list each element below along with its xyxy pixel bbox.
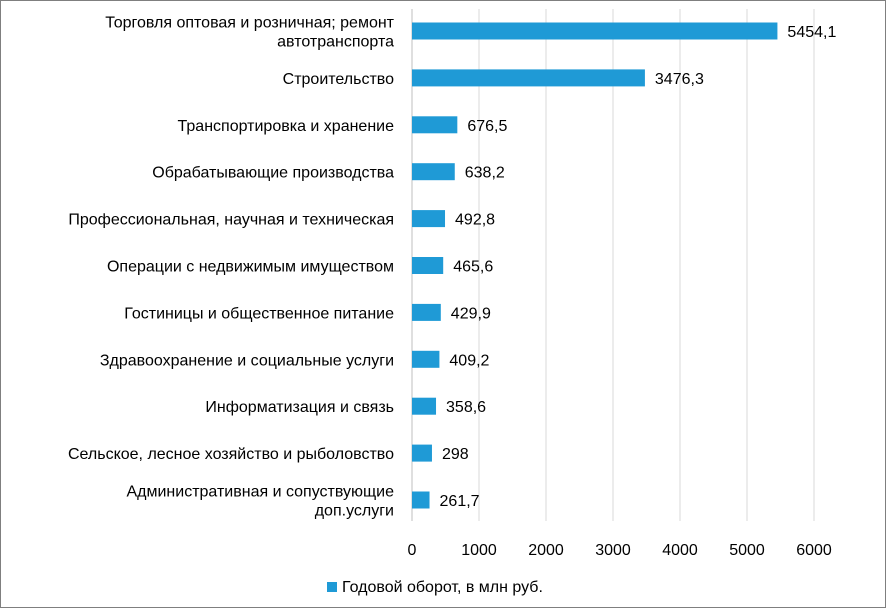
bars <box>412 22 778 509</box>
category-label: Транспортировка и хранение <box>178 118 395 135</box>
bar <box>412 397 437 415</box>
bar <box>412 163 455 181</box>
category-label: Гостиницы и общественное питание <box>124 305 394 322</box>
bar <box>412 303 441 321</box>
data-label: 409,2 <box>449 352 489 369</box>
data-label: 358,6 <box>446 399 486 416</box>
gridlines <box>411 9 815 521</box>
category-label: Сельское, лесное хозяйство и рыболовство <box>68 446 394 463</box>
x-tick-label: 1000 <box>461 542 497 559</box>
category-label: Административная и сопуствующие доп.услуг… <box>126 484 394 520</box>
data-label: 429,9 <box>451 305 491 322</box>
data-label: 676,5 <box>467 118 507 135</box>
data-label: 3476,3 <box>655 71 704 88</box>
category-label: Обрабатывающие производства <box>152 165 394 182</box>
category-label: Профессиональная, научная и техническая <box>68 212 394 229</box>
legend-label: Годовой оборот, в млн руб. <box>342 579 543 596</box>
bar <box>412 491 430 509</box>
category-label: Операции с недвижимым имуществом <box>107 259 394 276</box>
x-tick-label: 6000 <box>796 542 832 559</box>
legend-swatch <box>327 582 337 592</box>
data-label: 492,8 <box>455 212 495 229</box>
bar <box>412 257 444 274</box>
bar <box>412 116 458 134</box>
data-label: 638,2 <box>465 165 505 182</box>
data-label: 5454,1 <box>787 24 836 41</box>
data-label: 261,7 <box>440 493 480 510</box>
x-tick-label: 2000 <box>528 542 564 559</box>
category-label: Строительство <box>283 71 394 88</box>
data-label: 465,6 <box>453 259 493 276</box>
bar <box>412 444 432 462</box>
bar <box>412 350 440 368</box>
legend: Годовой оборот, в млн руб. <box>327 579 543 596</box>
value-labels: 5454,1 3476,3 676,5 638,2 492,8 465,6 429,9 409… <box>440 24 837 510</box>
x-tick-label: 5000 <box>729 542 765 559</box>
x-tick-label: 4000 <box>662 542 698 559</box>
data-label: 298 <box>442 446 469 463</box>
category-labels: Торговля оптовая и розничная; ремонт авто… <box>68 15 395 520</box>
category-label: Торговля оптовая и розничная; ремонт авто… <box>105 15 394 51</box>
bar <box>412 69 645 87</box>
bar <box>412 210 446 228</box>
x-tick-label: 3000 <box>595 542 631 559</box>
bar <box>412 22 778 40</box>
category-label: Здравоохранение и социальные услуги <box>100 352 394 369</box>
x-tick-labels: 0 1000 2000 3000 4000 5000 6000 <box>408 542 832 559</box>
x-tick-label: 0 <box>408 542 417 559</box>
category-label: Информатизация и связь <box>205 399 394 416</box>
